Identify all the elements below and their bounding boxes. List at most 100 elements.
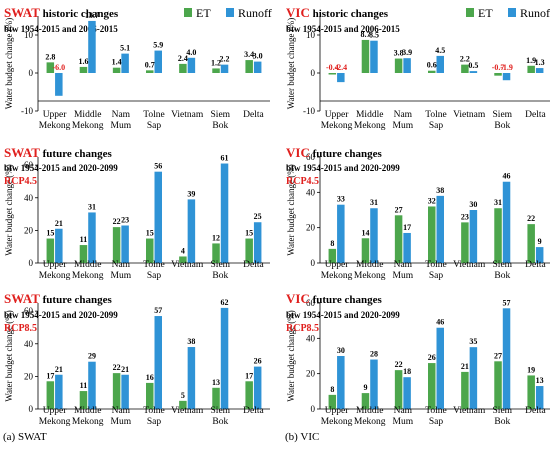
bar-value-label: 2.2 [220, 55, 230, 64]
category-label: Mum [393, 271, 414, 281]
category-label: Mekong [321, 271, 353, 281]
chart-subtitle: btw 1954-2015 and 2006-2015 [286, 24, 400, 34]
y-tick-label: 0 [29, 68, 34, 78]
y-tick-label: 0 [311, 258, 316, 268]
bar-value-label: 27 [494, 351, 502, 360]
category-label: Nam [112, 406, 131, 416]
bar-et [46, 381, 55, 409]
chart-rcp-label: RCP8.5 [286, 323, 319, 334]
bar-value-label: 15 [146, 229, 154, 238]
category-label: Tolne [143, 406, 165, 416]
bar-value-label: 2.2 [460, 55, 470, 64]
category-label: Tolne [425, 110, 447, 120]
y-tick-label: 40 [24, 193, 34, 203]
category-label: Sap [147, 417, 162, 427]
bar-runoff [154, 171, 162, 263]
bar-value-label: 46 [436, 318, 444, 327]
bar-runoff [403, 232, 411, 263]
bar-value-label: 21 [121, 365, 129, 374]
bar-et [461, 371, 469, 409]
bar-runoff [121, 374, 129, 409]
bar-value-label: 8 [330, 385, 334, 394]
category-label: Siem [493, 110, 513, 120]
bar-runoff [337, 73, 345, 83]
category-label: Upper [325, 406, 350, 416]
legend-label-et: ET [196, 6, 211, 20]
bar-et [179, 256, 187, 263]
legend-label-runoff: Runoff [520, 6, 550, 20]
category-label: Upper [325, 110, 350, 120]
category-label: Tolne [425, 406, 447, 416]
bar-runoff [253, 222, 262, 263]
bar-et [428, 70, 436, 73]
bar-value-label: 38 [436, 186, 444, 195]
y-tick-label: 60 [24, 160, 34, 170]
chart-rcp-label: RCP4.5 [286, 176, 319, 187]
bar-value-label: 15 [245, 229, 253, 238]
bar-et [428, 363, 436, 409]
category-label: Delta [243, 110, 264, 120]
bar-value-label: 17 [403, 223, 411, 232]
bar-value-label: 11 [80, 235, 88, 244]
y-axis-label: Water budget change (%) [286, 18, 296, 109]
bar-et [245, 381, 253, 409]
category-label: Mum [111, 417, 132, 427]
bar-runoff [187, 347, 196, 409]
chart-rcp-label: RCP8.5 [4, 323, 37, 334]
bar-runoff [469, 210, 478, 263]
bar-value-label: 26 [254, 357, 262, 366]
chart-subtitle: btw 1954-2015 and 2020-2099 [286, 310, 400, 320]
y-tick-label: 10 [24, 30, 34, 40]
chart-title-rest: future changes [310, 148, 383, 160]
bar-value-label: 46 [503, 172, 511, 181]
bar-runoff [187, 199, 196, 263]
y-axis-label: Water budget change (%) [4, 310, 14, 401]
bar-value-label: -6.0 [52, 63, 65, 72]
chart-title-rest: historic changes [40, 8, 119, 20]
legend-label-et: ET [478, 6, 493, 20]
category-label: Middle [74, 260, 101, 270]
bar-et [212, 243, 220, 263]
category-label: Nam [394, 406, 413, 416]
category-label: Upper [43, 110, 68, 120]
bar-value-label: 31 [494, 198, 502, 207]
category-label: Siem [211, 260, 231, 270]
bar-value-label: 29 [88, 352, 96, 361]
bar-runoff [469, 71, 478, 73]
category-label: Vietnam [453, 110, 486, 120]
bar-value-label: 1.3 [535, 58, 545, 67]
category-label: Mekong [321, 121, 353, 131]
bar-runoff [121, 53, 129, 73]
bar-value-label: 23 [461, 212, 469, 221]
y-tick-label: 20 [24, 371, 34, 381]
category-label: Nam [112, 110, 131, 120]
chart-subtitle: btw 1954-2015 and 2020-2099 [4, 310, 118, 320]
bar-value-label: 21 [55, 365, 63, 374]
category-label: Sap [147, 121, 162, 131]
bar-value-label: 1.2 [211, 58, 221, 67]
y-tick-label: 60 [306, 152, 316, 162]
y-tick-label: 60 [24, 306, 34, 316]
bar-value-label: 39 [187, 189, 195, 198]
bar-runoff [370, 359, 378, 409]
bar-runoff [370, 40, 378, 73]
chart-title-model: VIC [286, 291, 310, 306]
category-label: Mekong [354, 417, 386, 427]
category-label: Sap [147, 271, 162, 281]
bar-et [461, 222, 469, 263]
chart-title: VIC future changes [286, 145, 382, 160]
bar-value-label: 19 [527, 365, 535, 374]
bar-et [112, 67, 121, 73]
category-label: Vietnam [171, 110, 204, 120]
bar-runoff [55, 73, 63, 96]
bar-value-label: 17 [245, 371, 253, 380]
y-axis-label: Water budget change (%) [4, 164, 14, 255]
bar-value-label: 3.8 [394, 49, 404, 58]
bar-value-label: 2.8 [45, 52, 55, 61]
chart-title-model: SWAT [4, 291, 40, 306]
bar-value-label: -1.9 [500, 63, 513, 72]
chart-title: SWAT future changes [4, 145, 113, 160]
bar-runoff [403, 377, 411, 409]
bar-runoff [88, 361, 96, 409]
